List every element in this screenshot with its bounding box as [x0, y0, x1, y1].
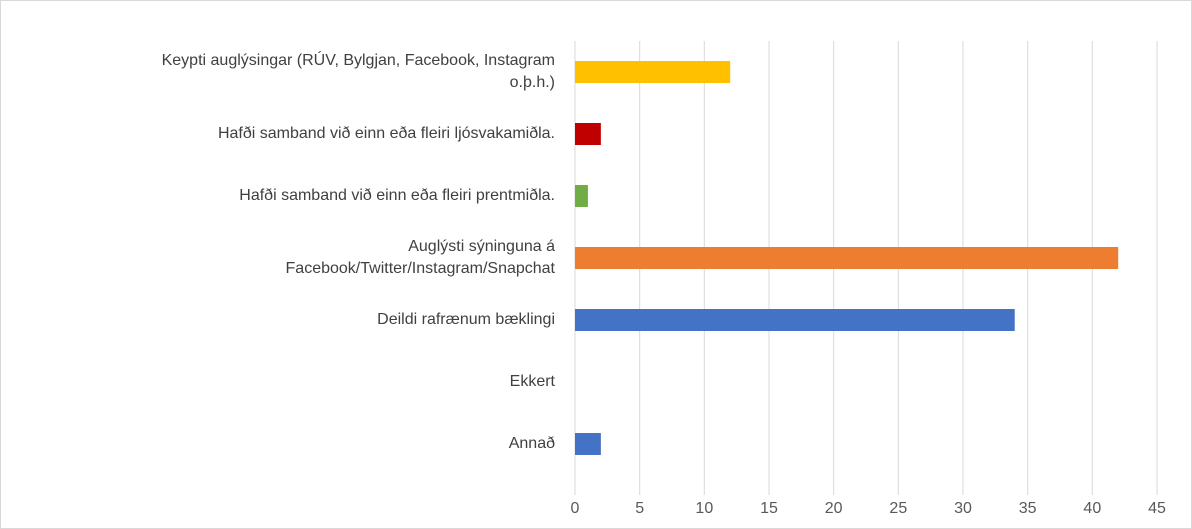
y-tick-label: Auglýsti sýninguna á Facebook/Twitter/In… — [285, 238, 555, 277]
x-tick-label: 25 — [889, 500, 907, 517]
bar — [575, 123, 601, 145]
bar — [575, 247, 1119, 269]
x-tick-label: 20 — [825, 500, 843, 517]
y-tick-label: Annað — [508, 435, 555, 452]
y-tick-label: Hafði samband við einn eða fleiri ljósva… — [217, 125, 555, 142]
x-tick-label: 5 — [635, 500, 644, 517]
bar — [575, 185, 588, 207]
bar — [575, 433, 601, 455]
y-tick-label: Deildi rafrænum bæklingi — [377, 311, 555, 328]
x-tick-label: 15 — [760, 500, 778, 517]
x-tick-label: 30 — [954, 500, 972, 517]
bar — [575, 309, 1015, 331]
x-tick-label: 40 — [1083, 500, 1101, 517]
x-tick-label: 45 — [1148, 500, 1166, 517]
y-tick-label: Ekkert — [509, 373, 555, 390]
y-tick-label: Hafði samband við einn eða fleiri prentm… — [239, 187, 555, 204]
x-tick-label: 10 — [695, 500, 713, 517]
bar — [575, 61, 731, 83]
y-tick-label: Keypti auglýsingar (RÚV, Bylgjan, Facebo… — [161, 52, 555, 91]
x-tick-label: 0 — [571, 500, 580, 517]
x-tick-label: 35 — [1019, 500, 1037, 517]
